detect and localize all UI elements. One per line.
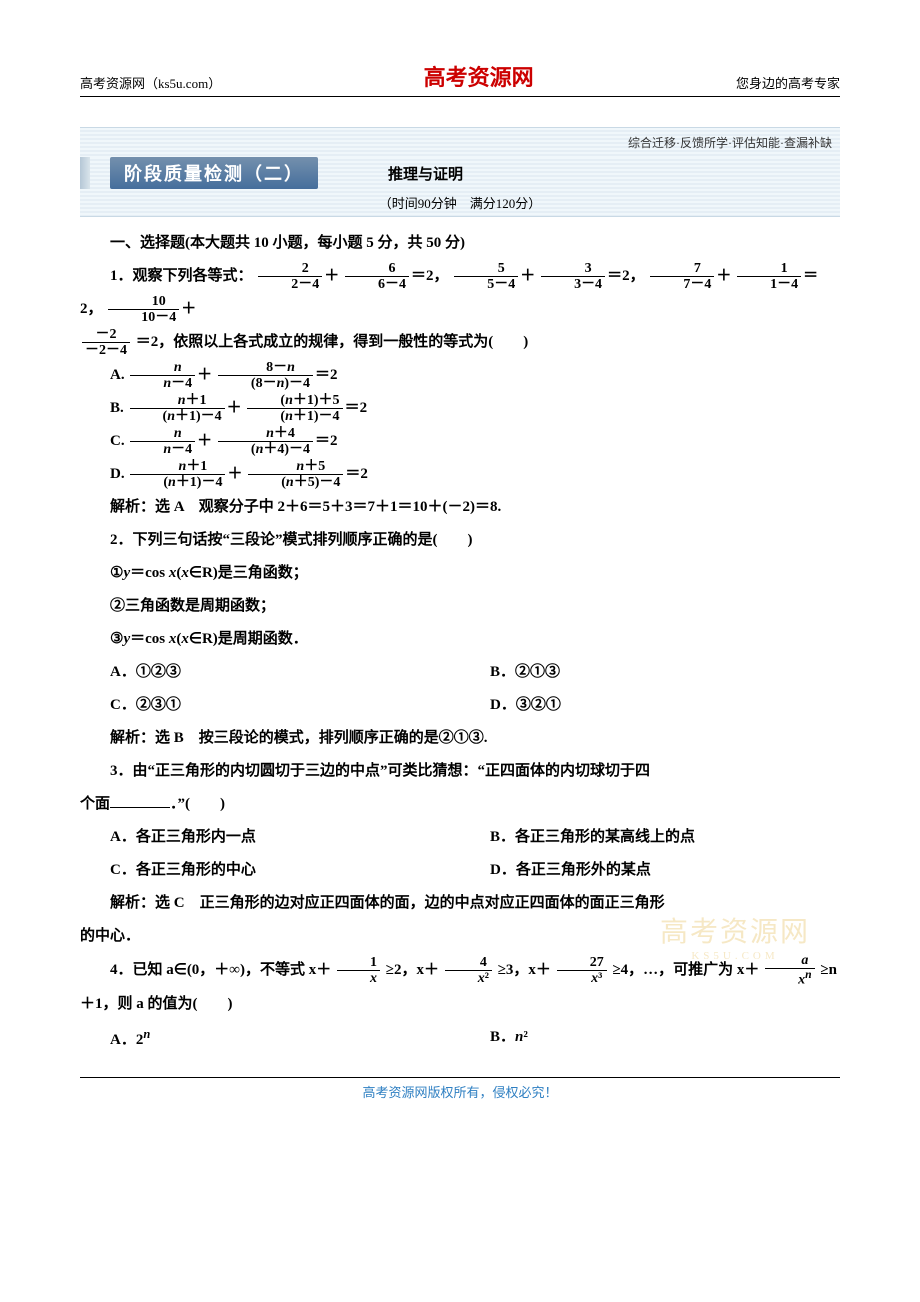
frac: 33－4 <box>541 261 605 293</box>
q2-optC: C．②③① <box>80 689 460 722</box>
banner-main: 阶段质量检测（二） 推理与证明 <box>80 157 840 189</box>
q2-stem: 2．下列三句话按“三段论”模式排列顺序正确的是( ) <box>80 524 840 557</box>
frac: 77－4 <box>650 261 714 293</box>
q3-answer: 解析：选 C 正三角形的边对应正四面体的面，边的中点对应正四面体的面正三角形 <box>80 887 840 920</box>
q4-optB: B．n² <box>460 1021 840 1057</box>
frac: 11－4 <box>737 261 801 293</box>
frac: 27x³ <box>557 955 607 987</box>
banner-top: 综合迁移·反馈所学·评估知能·查漏补缺 <box>80 127 840 157</box>
q3-optB: B．各正三角形的某高线上的点 <box>460 821 840 854</box>
q4-t4: ≥n <box>820 962 837 978</box>
q2-optB: B．②①③ <box>460 656 840 689</box>
q2-optD: D．③②① <box>460 689 840 722</box>
q3-optD: D．各正三角形外的某点 <box>460 854 840 887</box>
frac: 4x² <box>445 955 492 987</box>
q4-optA: A．2n <box>80 1021 460 1057</box>
frac: axn <box>765 953 814 988</box>
header-left: 高考资源网（ks5u.com） <box>80 73 221 92</box>
q3-stem1: 3．由“正三角形的内切圆切于三边的中点”可类比猜想：“正四面体的内切球切于四 <box>80 755 840 788</box>
section-title: 一、选择题(本大题共 10 小题，每小题 5 分，共 50 分) <box>80 227 840 260</box>
frac: 66－4 <box>345 261 409 293</box>
opt-label: B. <box>110 400 124 416</box>
frac: 8－n(8－n)－4 <box>218 360 313 392</box>
q1-stem: 1．观察下列各等式： 22－4＋ 66－4＝2， 55－4＋ 33－4＝2， 7… <box>80 260 840 326</box>
banner-title: 阶段质量检测（二） <box>110 157 318 189</box>
q3-stem2: 个面 ．”( ) <box>80 788 840 821</box>
q4-t2: ≥3，x＋ <box>498 962 551 978</box>
q2-l2: ②三角函数是周期函数； <box>80 590 840 623</box>
banner-decor <box>80 157 90 189</box>
q2-answer: 解析：选 B 按三段论的模式，排列顺序正确的是②①③. <box>80 722 840 755</box>
banner-info: （时间90分钟 满分120分） <box>80 189 840 217</box>
page-footer: 高考资源网版权所有，侵权必究！ <box>80 1077 840 1101</box>
content: 一、选择题(本大题共 10 小题，每小题 5 分，共 50 分) 1．观察下列各… <box>80 227 840 1057</box>
q4-pre: 4．已知 a∈(0，＋∞)，不等式 x＋ <box>110 962 331 978</box>
opt-label: A. <box>110 367 125 383</box>
header-right: 您身边的高考专家 <box>736 73 840 92</box>
frac: 1x <box>337 955 380 987</box>
page-header: 高考资源网（ks5u.com） 高考资源网 您身边的高考专家 <box>80 60 840 97</box>
q2-l1: ①y＝cos x(x∈R)是三角函数； <box>80 557 840 590</box>
q2-optA: A．①②③ <box>80 656 460 689</box>
frac: nn－4 <box>130 360 195 392</box>
opt-label: D. <box>110 466 125 482</box>
q1-answer: 解析：选 A 观察分子中 2＋6＝5＋3＝7＋1＝10＋(－2)＝8. <box>80 491 840 524</box>
q1-optD: D. n＋1(n＋1)－4＋ n＋5(n＋5)－4＝2 <box>80 458 840 491</box>
q1-optA: A. nn－4＋ 8－n(8－n)－4＝2 <box>80 359 840 392</box>
q3-optC: C．各正三角形的中心 <box>80 854 460 887</box>
q4-t1: ≥2，x＋ <box>386 962 439 978</box>
frac: nn－4 <box>130 426 195 458</box>
q1-stem2: －2－2－4 ＝2，依照以上各式成立的规律，得到一般性的等式为( ) <box>80 326 840 359</box>
banner-subtitle: 推理与证明 <box>388 163 463 184</box>
title-banner: 综合迁移·反馈所学·评估知能·查漏补缺 阶段质量检测（二） 推理与证明 （时间9… <box>80 127 840 217</box>
frac: n＋1(n＋1)－4 <box>130 393 225 425</box>
frac: －2－2－4 <box>82 327 130 359</box>
blank-fill <box>110 794 170 809</box>
q3-stem2a: 个面 <box>80 796 110 812</box>
q2-l3: ③y＝cos x(x∈R)是周期函数． <box>80 623 840 656</box>
q4-stem: 4．已知 a∈(0，＋∞)，不等式 x＋ 1x ≥2，x＋ 4x² ≥3，x＋ … <box>80 953 840 988</box>
header-center: 高考资源网 <box>424 60 534 92</box>
frac: n＋5(n＋5)－4 <box>248 459 343 491</box>
q1-optB: B. n＋1(n＋1)－4＋ (n＋1)＋5(n＋1)－4＝2 <box>80 392 840 425</box>
q3-stem2b: ．”( ) <box>170 796 225 812</box>
frac: n＋4(n＋4)－4 <box>218 426 313 458</box>
q3-answer2: 的中心． <box>80 920 840 953</box>
frac: 1010－4 <box>108 294 179 326</box>
frac: n＋1(n＋1)－4 <box>130 459 225 491</box>
q1-pre: 1．观察下列各等式： <box>110 268 253 284</box>
frac: 55－4 <box>454 261 518 293</box>
frac: 22－4 <box>258 261 322 293</box>
opt-label: C. <box>110 433 125 449</box>
frac: (n＋1)＋5(n＋1)－4 <box>247 393 342 425</box>
q4-t3: ≥4，…，可推广为 x＋ <box>612 962 759 978</box>
q4-stem2: ＋1，则 a 的值为( ) <box>80 988 840 1021</box>
q1-optC: C. nn－4＋ n＋4(n＋4)－4＝2 <box>80 425 840 458</box>
q3-optA: A．各正三角形内一点 <box>80 821 460 854</box>
q1-tail: ＝2，依照以上各式成立的规律，得到一般性的等式为( ) <box>136 334 529 350</box>
